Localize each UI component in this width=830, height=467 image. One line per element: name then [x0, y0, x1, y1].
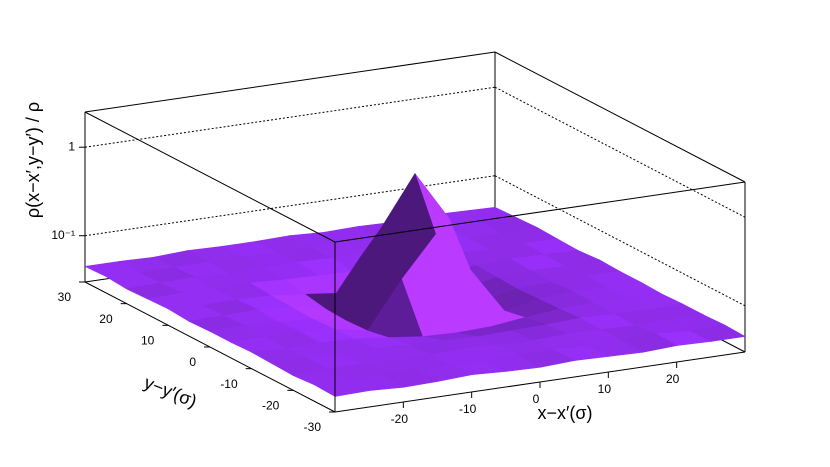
- grid-line: [494, 86, 746, 218]
- x-tick-label: -10: [459, 402, 477, 416]
- y-axis-title: y−y′(σ): [141, 372, 199, 411]
- z-tick-label: 1: [68, 139, 75, 153]
- box-edge: [494, 51, 746, 183]
- y-tick-label: -10: [220, 377, 238, 391]
- box-edge: [84, 51, 496, 113]
- box-edge: [334, 181, 746, 243]
- x-tick-label: -20: [391, 412, 409, 426]
- x-axis-title: x−x′(σ): [538, 403, 593, 423]
- y-tick-label: -30: [304, 420, 322, 434]
- z-axis-title: ρ(x−x′,y−y′) / ρ: [23, 102, 43, 218]
- surface-cell: [313, 381, 371, 397]
- x-tick-label: 10: [598, 382, 612, 396]
- y-tick-label: 30: [58, 290, 72, 304]
- y-tick-label: -20: [262, 399, 280, 413]
- z-tick-label: 10⁻¹: [51, 228, 75, 242]
- y-tick-label: 0: [189, 355, 196, 369]
- x-tick-label: 0: [533, 392, 540, 406]
- grid-line: [84, 86, 496, 148]
- y-tick-label: 10: [141, 334, 155, 348]
- y-tick-label: 20: [99, 312, 113, 326]
- grid-line: [494, 175, 746, 307]
- box-edge: [84, 111, 336, 243]
- x-tick-label: 20: [666, 372, 680, 386]
- grid-line: [84, 175, 496, 237]
